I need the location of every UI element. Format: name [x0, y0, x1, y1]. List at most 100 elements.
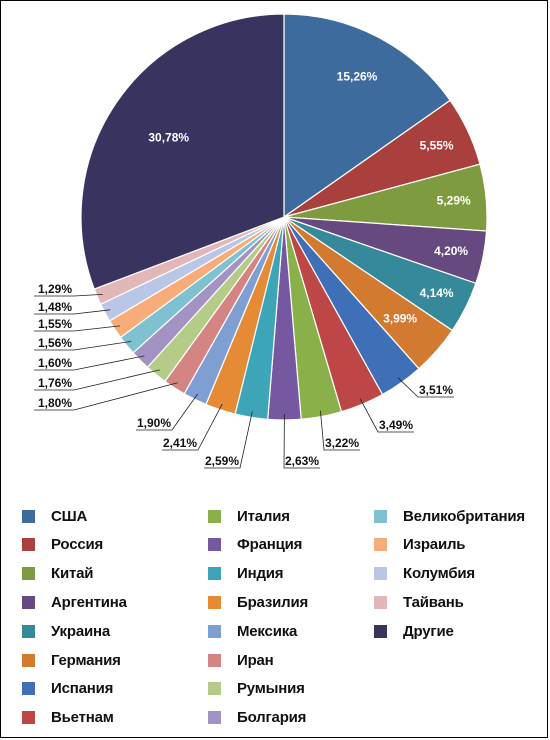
leader-line-17 [34, 325, 120, 332]
legend-item: Украина [22, 621, 110, 641]
slice-label-10: 2,59% [205, 454, 239, 468]
leader-line-10 [204, 411, 253, 469]
slice-label-5: 3,99% [383, 312, 417, 326]
legend-swatch [22, 567, 35, 581]
legend: США Россия Китай Аргентина Украина Германия Ис… [22, 506, 542, 736]
leader-line-15 [34, 355, 145, 371]
legend-swatch [208, 567, 221, 581]
legend-item: Индия [208, 564, 284, 584]
legend-item: Колумбия [374, 564, 475, 584]
leader-line-12 [136, 393, 198, 431]
legend-swatch [374, 538, 387, 552]
legend-swatch [22, 538, 35, 552]
legend-item: Болгария [208, 708, 306, 728]
legend-swatch [374, 567, 387, 581]
legend-item: Франция [208, 535, 302, 555]
legend-item: США [22, 506, 87, 526]
legend-label: Колумбия [403, 565, 475, 583]
legend-swatch [208, 538, 221, 552]
legend-swatch [374, 509, 387, 523]
legend-label: Мексика [237, 622, 298, 640]
legend-item: Китай [22, 564, 93, 584]
legend-item: Иран [208, 650, 274, 670]
legend-label: Другие [403, 622, 454, 640]
leader-line-14 [34, 369, 160, 391]
slice-label-1: 5,55% [420, 139, 454, 153]
legend-label: США [51, 507, 88, 525]
legend-item: Другие [374, 621, 454, 641]
legend-item: Россия [22, 535, 103, 555]
legend-label: Великобритания [403, 507, 525, 525]
legend-item: Вьетнам [22, 708, 114, 728]
legend-swatch [374, 624, 387, 638]
legend-swatch [208, 682, 221, 696]
slice-label-0: 15,26% [337, 70, 378, 84]
legend-swatch [374, 595, 387, 609]
pie-chart: 15,26% 5,55% 5,29% 4,20% 4,14%3,99% 3,51% 3,49… [34, 13, 488, 469]
legend-label: Украина [51, 622, 110, 640]
legend-label: Индия [237, 565, 284, 583]
legend-item: Румыния [208, 679, 305, 699]
legend-label: Бразилия [237, 593, 309, 611]
leader-line-16 [34, 341, 132, 351]
legend-label: Болгария [237, 709, 307, 727]
legend-swatch [22, 653, 35, 667]
legend-item: Великобритания [374, 506, 525, 526]
legend-swatch [22, 624, 35, 638]
slice-label-18: 1,48% [38, 300, 72, 314]
leader-line-6 [397, 377, 454, 398]
legend-swatch [22, 595, 35, 609]
legend-swatch [208, 653, 221, 667]
legend-item: Италия [208, 506, 290, 526]
leader-line-13 [34, 382, 178, 411]
slice-label-17: 1,55% [38, 317, 72, 331]
legend-label: Иран [237, 651, 274, 669]
legend-item: Израиль [374, 535, 466, 555]
legend-label: Испания [51, 680, 114, 698]
slice-label-11: 2,41% [163, 436, 197, 450]
slice-label-7: 3,49% [379, 418, 413, 432]
leader-line-19 [34, 294, 103, 297]
legend-label: Китай [51, 565, 94, 583]
legend-label: Россия [51, 536, 104, 554]
slice-label-3: 4,20% [434, 244, 468, 258]
legend-item: Мексика [208, 621, 297, 641]
slice-label-4: 4,14% [420, 286, 454, 300]
pie-slice-0 [283, 13, 451, 219]
legend-swatch [208, 595, 221, 609]
legend-item: Бразилия [208, 592, 308, 612]
legend-swatch [22, 711, 35, 725]
slice-label-16: 1,56% [38, 336, 72, 350]
leader-line-8 [320, 410, 360, 451]
legend-label: Тайвань [403, 593, 464, 611]
leader-line-18 [34, 309, 111, 315]
legend-label: Аргентина [51, 593, 127, 611]
slice-label-14: 1,76% [38, 376, 72, 390]
leader-line-11 [162, 403, 223, 451]
legend-label: Румыния [237, 680, 305, 698]
leader-line-9 [283, 413, 320, 469]
legend-label: Вьетнам [51, 709, 114, 727]
legend-swatch [22, 682, 35, 696]
legend-item: Германия [22, 650, 121, 670]
slice-label-13: 1,80% [38, 396, 72, 410]
slice-label-15: 1,60% [38, 356, 72, 370]
slice-label-2: 5,29% [437, 194, 471, 208]
slice-label-8: 3,22% [325, 436, 359, 450]
legend-label: Германия [51, 651, 121, 669]
legend-swatch [208, 509, 221, 523]
slice-label-6: 3,51% [419, 383, 453, 397]
slice-label-9: 2,63% [285, 454, 319, 468]
legend-label: Израиль [403, 536, 466, 554]
legend-item: Аргентина [22, 592, 127, 612]
legend-swatch [208, 711, 221, 725]
pie-slice-20 [80, 13, 285, 290]
legend-swatch [22, 509, 35, 523]
slice-label-12: 1,90% [137, 416, 171, 430]
legend-item: Испания [22, 679, 113, 699]
legend-label: Италия [237, 507, 290, 525]
legend-label: Франция [237, 536, 303, 554]
legend-item: Тайвань [374, 592, 464, 612]
legend-swatch [208, 624, 221, 638]
leader-line-7 [359, 398, 414, 433]
